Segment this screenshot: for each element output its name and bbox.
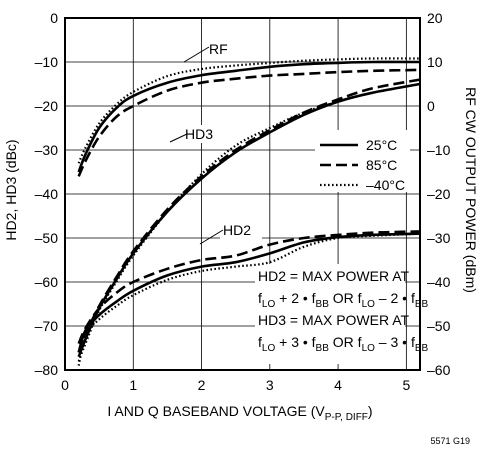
annotation-fragment: + 3 • f bbox=[275, 334, 315, 350]
annotation-line: HD3 = MAX POWER AT bbox=[258, 312, 409, 328]
series-line bbox=[77, 78, 421, 353]
legend-label: 85°C bbox=[366, 157, 397, 173]
left-y-tick-label: 0 bbox=[50, 10, 58, 26]
right-y-tick-label: –30 bbox=[427, 230, 451, 246]
annotation-fragment: f bbox=[258, 334, 262, 350]
y-axis-title: HD2, HD3 (dBc) bbox=[3, 139, 19, 240]
left-y-tick-label: –60 bbox=[35, 274, 59, 290]
annotation-subscript: BB bbox=[316, 343, 330, 354]
x-axis-title-main: I AND Q BASEBAND VOLTAGE (V bbox=[107, 403, 325, 419]
legend-label: 25°C bbox=[366, 137, 397, 153]
hd3-label-background bbox=[182, 125, 226, 143]
annotation-subscript: BB bbox=[415, 343, 429, 354]
curve-label: RF bbox=[209, 41, 228, 57]
curve-label-leader bbox=[183, 46, 210, 63]
right-y-tick-label: 20 bbox=[427, 10, 443, 26]
x-tick-label: 2 bbox=[198, 377, 206, 393]
annotation-fragment: + 2 • f bbox=[275, 290, 315, 306]
right-y-tick-label: –60 bbox=[427, 362, 451, 378]
curve-label-leader bbox=[169, 133, 188, 143]
curve-label-leader bbox=[199, 229, 224, 245]
right-y-tick-label: 10 bbox=[427, 54, 443, 70]
annotation-background bbox=[255, 264, 405, 364]
annotation-subscript: LO bbox=[262, 343, 276, 354]
series-line bbox=[77, 232, 421, 366]
rf-label-background bbox=[205, 40, 235, 58]
x-tick-label: 5 bbox=[402, 377, 410, 393]
left-y-tick-label: –10 bbox=[35, 54, 59, 70]
x-axis-title: I AND Q BASEBAND VOLTAGE (VP-P, DIFF) bbox=[107, 403, 372, 423]
legend-label: –40°C bbox=[366, 177, 405, 193]
x-tick-labels: 0 1 2 3 4 5 bbox=[61, 377, 410, 393]
left-y-tick-label: –80 bbox=[35, 362, 59, 378]
annotation-subscript: LO bbox=[362, 299, 376, 310]
right-y-tick-label: –50 bbox=[427, 318, 451, 334]
annotation-subscript: BB bbox=[415, 299, 429, 310]
left-y-tick-label: –20 bbox=[35, 98, 59, 114]
annotation-fragment: – 3 • f bbox=[375, 334, 415, 350]
right-y-tick-label: –10 bbox=[427, 142, 451, 158]
series-line bbox=[77, 60, 421, 173]
annotation-fragment: HD3 = MAX POWER AT bbox=[258, 312, 409, 328]
hd2-label-background bbox=[220, 221, 262, 239]
figure-id: 5571 G19 bbox=[430, 436, 470, 446]
left-y-tick-label: –40 bbox=[35, 186, 59, 202]
annotation-fragment: OR f bbox=[329, 290, 362, 306]
annotation-subscript: LO bbox=[262, 299, 276, 310]
right-y-tick-labels: 20 10 0 –10 –20 –30 –40 –50 –60 bbox=[427, 10, 451, 378]
annotation-subscript: LO bbox=[362, 343, 376, 354]
left-y-tick-label: –50 bbox=[35, 230, 59, 246]
plot-frame bbox=[64, 17, 421, 371]
legend-background bbox=[315, 130, 410, 192]
curve-label: HD3 bbox=[185, 126, 213, 142]
x-tick-label: 0 bbox=[61, 377, 69, 393]
x-tick-label: 4 bbox=[334, 377, 342, 393]
left-y-tick-labels: 0 –10 –20 –30 –40 –50 –60 –70 –80 bbox=[35, 10, 59, 378]
y2-axis-title: RF CW OUTPUT POWER (dBm) bbox=[463, 87, 479, 293]
annotation-fragment: – 2 • f bbox=[375, 290, 415, 306]
right-y-tick-label: –20 bbox=[427, 186, 451, 202]
curve-labels: RF HD3 HD2 bbox=[169, 41, 251, 245]
x-tick-label: 3 bbox=[266, 377, 274, 393]
series-line bbox=[77, 230, 421, 345]
right-y-tick-label: 0 bbox=[427, 98, 435, 114]
annotation-subscript: BB bbox=[316, 299, 330, 310]
x-axis-title-sub: P-P, DIFF bbox=[325, 412, 368, 423]
x-axis-title-tail: ) bbox=[368, 403, 373, 419]
annotation-fragment: OR f bbox=[329, 334, 362, 350]
series-layer bbox=[77, 40, 421, 366]
annotation-line: fLO + 2 • fBB OR fLO – 2 • fBB bbox=[258, 290, 428, 310]
left-y-tick-label: –70 bbox=[35, 318, 59, 334]
left-y-tick-label: –30 bbox=[35, 142, 59, 158]
x-tick-label: 1 bbox=[129, 377, 137, 393]
right-y-tick-label: –40 bbox=[427, 274, 451, 290]
series-line bbox=[77, 68, 421, 177]
annotation-fragment: HD2 = MAX POWER AT bbox=[258, 268, 409, 284]
series-line bbox=[77, 57, 421, 164]
annotation-fragment: f bbox=[258, 290, 262, 306]
annotation-line: HD2 = MAX POWER AT bbox=[258, 268, 409, 284]
annotation-line: fLO + 3 • fBB OR fLO – 3 • fBB bbox=[258, 334, 428, 354]
legend: 25°C 85°C –40°C bbox=[320, 137, 405, 193]
curve-label: HD2 bbox=[223, 222, 251, 238]
